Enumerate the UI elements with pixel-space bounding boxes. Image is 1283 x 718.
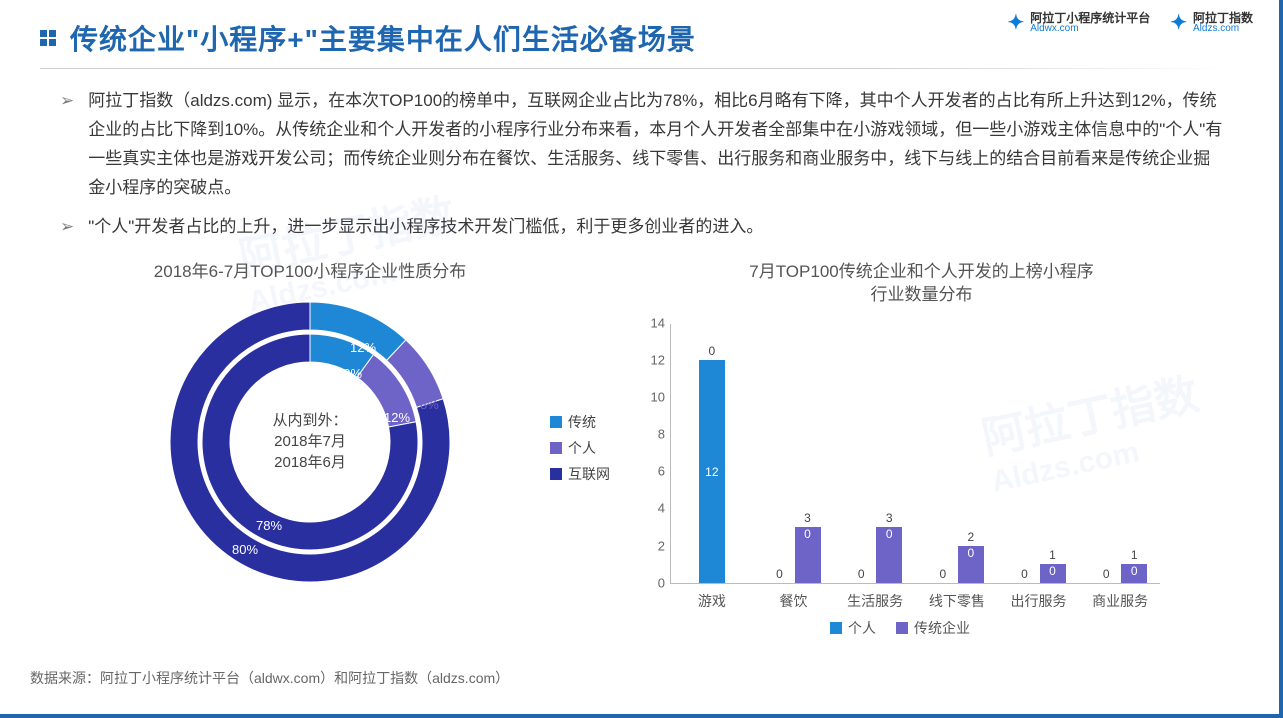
bar-traditional: 30 [876,527,902,583]
bar-personal: 012 [699,360,725,583]
bar-legend: 个人 传统企业 [620,618,1180,644]
bar-value: 1 [1040,548,1066,562]
bar-group: 010商业服务 [1092,564,1148,583]
chart-title: 2018年6-7月TOP100小程序企业性质分布 [40,261,580,283]
chart-title: 7月TOP100传统企业和个人开发的上榜小程序 行业数量分布 [600,261,1243,305]
header-logos: ✦ 阿拉丁小程序统计平台 Aldwx.com ✦ 阿拉丁指数 Aldzs.com [1007,10,1253,35]
y-tick: 10 [641,389,665,404]
bar-value: 2 [958,530,984,544]
bottom-edge-decor [0,714,1283,718]
bullet-text: "个人"开发者占比的上升，进一步显示出小程序技术开发门槛低，利于更多创业者的进入… [88,213,763,242]
x-label: 线下零售 [929,591,985,611]
bar-traditional: 10 [1040,564,1066,583]
y-tick: 2 [641,538,665,553]
chevron-right-icon: ➢ [60,87,74,203]
bar-value: 12 [699,465,725,479]
bar-value: 0 [1040,564,1066,578]
y-tick: 6 [641,464,665,479]
y-tick: 0 [641,575,665,590]
bar-chart: 7月TOP100传统企业和个人开发的上榜小程序 行业数量分布 024681012… [600,261,1243,643]
chevron-right-icon: ➢ [60,213,74,242]
bar-value: 3 [876,511,902,525]
footer-source: 数据来源：阿拉丁小程序统计平台（aldwx.com）和阿拉丁指数（aldzs.c… [30,668,509,688]
bar-group: 010出行服务 [1011,564,1067,583]
title-bullet-icon [40,29,58,47]
bar-value: 0 [1121,564,1147,578]
logo-icon: ✦ [1170,10,1187,35]
y-tick: 4 [641,501,665,516]
bar-group: 030生活服务 [847,527,903,583]
bar-traditional: 30 [795,527,821,583]
right-edge-decor [1279,0,1283,718]
bar-traditional: 10 [1121,564,1147,583]
bar-value: 0 [767,567,793,581]
bar-value: 0 [930,567,956,581]
bar-value: 0 [1093,567,1119,581]
x-label: 游戏 [698,591,726,611]
x-label: 出行服务 [1011,591,1067,611]
logo-text: 阿拉丁小程序统计平台 [1030,12,1150,24]
donut-svg [160,292,460,592]
bar-value: 0 [699,344,725,358]
bar-group: 012游戏 [684,360,740,583]
donut-chart: 2018年6-7月TOP100小程序企业性质分布 从内到外： 2018年7月 2… [40,261,580,643]
bar-value: 0 [795,527,821,541]
bar-value: 0 [1012,567,1038,581]
bar-group: 030餐饮 [766,527,822,583]
logo-sub: Aldzs.com [1193,24,1253,34]
logo-aldwx: ✦ 阿拉丁小程序统计平台 Aldwx.com [1007,10,1150,35]
bar-plot: 02468101214012游戏030餐饮030生活服务020线下零售010出行… [670,324,1160,584]
y-tick: 14 [641,315,665,330]
bullet-text: 阿拉丁指数（aldzs.com) 显示，在本次TOP100的榜单中，互联网企业占… [88,87,1223,203]
bar-value: 1 [1121,548,1147,562]
page-title: 传统企业"小程序+"主要集中在人们生活必备场景 [70,18,696,58]
bar-group: 020线下零售 [929,546,985,583]
bar-traditional: 20 [958,546,984,583]
bar-value: 0 [958,546,984,560]
bar-value: 0 [876,527,902,541]
y-tick: 8 [641,427,665,442]
x-label: 商业服务 [1092,591,1148,611]
logo-aldzs: ✦ 阿拉丁指数 Aldzs.com [1170,10,1253,35]
header: 传统企业"小程序+"主要集中在人们生活必备场景 ✦ 阿拉丁小程序统计平台 Ald… [0,0,1283,58]
bullet-item: ➢ 阿拉丁指数（aldzs.com) 显示，在本次TOP100的榜单中，互联网企… [60,87,1223,203]
logo-sub: Aldwx.com [1030,24,1150,34]
body-text: ➢ 阿拉丁指数（aldzs.com) 显示，在本次TOP100的榜单中，互联网企… [0,69,1283,241]
bar-value: 0 [848,567,874,581]
y-tick: 12 [641,352,665,367]
logo-text: 阿拉丁指数 [1193,12,1253,24]
logo-icon: ✦ [1007,10,1024,35]
bar-value: 3 [795,511,821,525]
x-label: 生活服务 [847,591,903,611]
x-label: 餐饮 [780,591,808,611]
bullet-item: ➢ "个人"开发者占比的上升，进一步显示出小程序技术开发门槛低，利于更多创业者的… [60,213,1223,242]
